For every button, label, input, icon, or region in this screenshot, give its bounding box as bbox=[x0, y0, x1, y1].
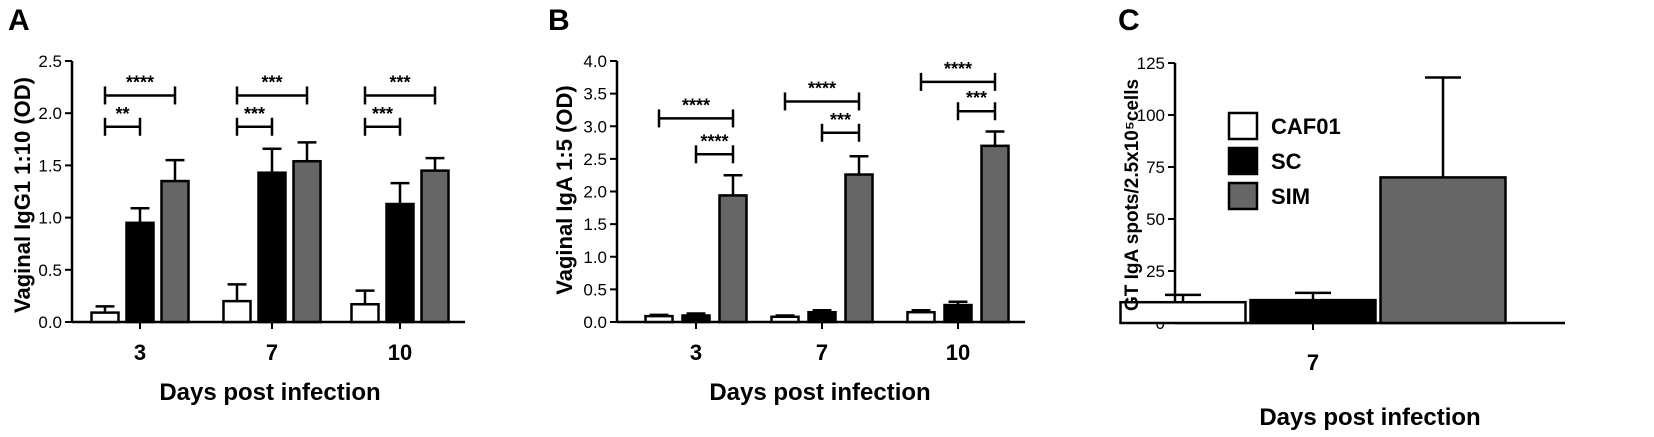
significance-label: *** bbox=[244, 104, 265, 124]
bar-caf01 bbox=[770, 315, 800, 324]
bar-sim bbox=[420, 169, 450, 324]
legend-label: CAF01 bbox=[1271, 114, 1341, 139]
y-tick-label: 25 bbox=[1146, 262, 1165, 281]
y-axis-title: Vaginal IgG1 1:10 (OD) bbox=[10, 77, 35, 313]
panel-letter: A bbox=[8, 4, 30, 37]
bar-sim bbox=[718, 194, 748, 324]
panel-letter: B bbox=[548, 4, 570, 37]
bar-caf01 bbox=[644, 314, 674, 324]
bar-caf01 bbox=[906, 310, 936, 324]
bar-sim bbox=[844, 173, 874, 324]
y-tick-label: 0.0 bbox=[38, 313, 62, 332]
legend-label: SIM bbox=[1271, 184, 1310, 209]
y-tick-label: 0.0 bbox=[583, 313, 607, 332]
panel-a: A0.00.51.01.52.02.53 7 10*****************… bbox=[8, 4, 465, 406]
y-tick-label: 50 bbox=[1146, 210, 1165, 229]
significance-label: *** bbox=[261, 72, 282, 92]
y-tick-label: 125 bbox=[1137, 54, 1165, 73]
y-tick-label: 3.0 bbox=[583, 117, 607, 136]
y-tick-label: 2.0 bbox=[583, 183, 607, 202]
y-tick-label: 1.5 bbox=[38, 156, 62, 175]
bar-sim bbox=[980, 144, 1010, 324]
significance-label: *** bbox=[830, 110, 851, 130]
bar-caf01 bbox=[90, 311, 120, 324]
y-tick-label: 1.0 bbox=[583, 248, 607, 267]
y-axis-title: GT IgA spots/2.5x10⁵cells bbox=[1122, 79, 1143, 311]
x-tick-label: 10 bbox=[946, 340, 970, 365]
significance-label: ** bbox=[115, 104, 129, 124]
x-tick-label: 3 bbox=[690, 340, 702, 365]
y-tick-label: 2.0 bbox=[38, 104, 62, 123]
bar-sim bbox=[292, 159, 322, 324]
y-tick-label: 75 bbox=[1146, 158, 1165, 177]
x-axis-title: Days post infection bbox=[1259, 404, 1480, 431]
bar-sim bbox=[160, 179, 190, 324]
y-tick-label: 1.0 bbox=[38, 209, 62, 228]
y-tick-label: 0.5 bbox=[38, 261, 62, 280]
bar-sc bbox=[257, 171, 287, 324]
legend-swatch-caf01 bbox=[1227, 111, 1259, 141]
x-axis-title: Days post infection bbox=[159, 379, 380, 406]
y-tick-label: 2.5 bbox=[583, 150, 607, 169]
legend-label: SC bbox=[1271, 149, 1302, 174]
bar-sc bbox=[943, 303, 973, 324]
x-tick-label: 7 bbox=[816, 340, 828, 365]
bar-sc bbox=[681, 314, 711, 324]
y-tick-label: 0.5 bbox=[583, 280, 607, 299]
y-tick-label: 3.5 bbox=[583, 85, 607, 104]
panel-letter: C bbox=[1118, 4, 1140, 37]
significance-label: **** bbox=[682, 95, 710, 115]
bar-sc bbox=[385, 202, 415, 324]
x-tick-label: 7 bbox=[1307, 350, 1319, 375]
x-tick-label: 10 bbox=[388, 340, 412, 365]
significance-label: **** bbox=[944, 59, 972, 79]
bar-sc bbox=[1249, 298, 1377, 325]
bar-sc bbox=[125, 221, 155, 324]
significance-label: **** bbox=[700, 131, 728, 151]
x-tick-label: 3 bbox=[134, 340, 146, 365]
legend-swatch-sc bbox=[1227, 146, 1259, 176]
y-tick-label: 1.5 bbox=[583, 215, 607, 234]
significance-label: **** bbox=[126, 72, 154, 92]
x-tick-label: 7 bbox=[266, 340, 278, 365]
y-axis-title: Vaginal IgA 1:5 (OD) bbox=[552, 85, 577, 294]
bar-sim bbox=[1379, 176, 1507, 325]
x-axis-title: Days post infection bbox=[709, 379, 930, 406]
y-tick-label: 100 bbox=[1137, 106, 1165, 125]
bar-sc bbox=[807, 310, 837, 324]
legend-swatch-sim bbox=[1227, 181, 1259, 211]
panel-b: B0.00.51.01.52.02.53.03.54.03 7 10********… bbox=[548, 4, 1025, 406]
bar-caf01 bbox=[350, 303, 380, 324]
significance-label: **** bbox=[808, 78, 836, 98]
significance-label: *** bbox=[966, 88, 987, 108]
significance-label: *** bbox=[372, 104, 393, 124]
y-tick-label: 4.0 bbox=[583, 52, 607, 71]
bar-caf01 bbox=[222, 299, 252, 324]
y-tick-label: 2.5 bbox=[38, 52, 62, 71]
significance-label: *** bbox=[389, 72, 410, 92]
